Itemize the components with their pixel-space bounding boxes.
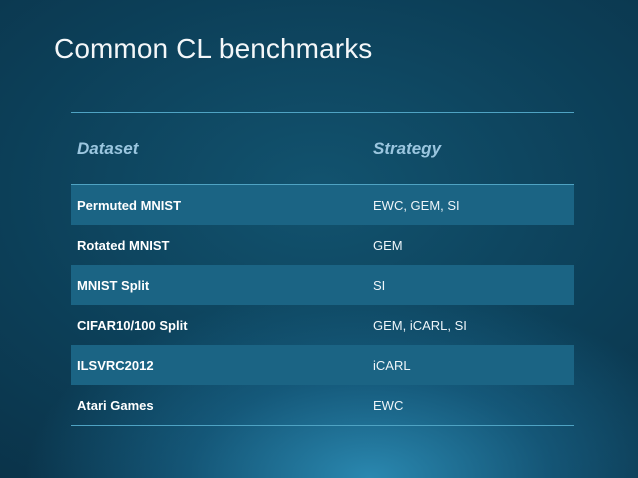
strategy-cell: EWC, GEM, SI	[373, 197, 460, 213]
dataset-cell: CIFAR10/100 Split	[77, 317, 188, 333]
table-row: Rotated MNIST GEM	[71, 225, 574, 265]
strategy-cell: SI	[373, 277, 386, 293]
benchmarks-table: Dataset Strategy Permuted MNIST EWC, GEM…	[71, 112, 574, 426]
dataset-cell: Atari Games	[77, 397, 154, 413]
strategy-cell: GEM, iCARL, SI	[373, 317, 467, 333]
table-row: Permuted MNIST EWC, GEM, SI	[71, 185, 574, 225]
table-row: Atari Games EWC	[71, 385, 574, 425]
strategy-cell: EWC	[373, 397, 404, 413]
table-row: CIFAR10/100 Split GEM, iCARL, SI	[71, 305, 574, 345]
dataset-cell: ILSVRC2012	[77, 357, 154, 373]
table-row: ILSVRC2012 iCARL	[71, 345, 574, 385]
dataset-cell: MNIST Split	[77, 277, 150, 293]
dataset-cell: Rotated MNIST	[77, 237, 170, 253]
slide-title: Common CL benchmarks	[54, 33, 373, 64]
strategy-cell: GEM	[373, 237, 403, 253]
table-header: Dataset Strategy	[71, 113, 574, 185]
header-strategy: Strategy	[373, 138, 442, 158]
table-row: MNIST Split SI	[71, 265, 574, 305]
header-dataset: Dataset	[77, 138, 139, 158]
strategy-cell: iCARL	[373, 357, 411, 373]
dataset-cell: Permuted MNIST	[77, 197, 182, 213]
